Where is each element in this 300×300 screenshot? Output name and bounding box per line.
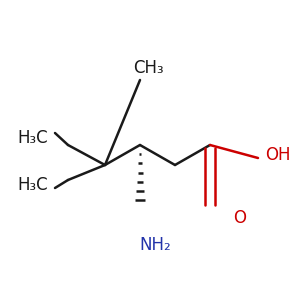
Text: NH₂: NH₂ <box>139 236 171 254</box>
Text: CH₃: CH₃ <box>133 59 163 77</box>
Text: H₃C: H₃C <box>17 129 48 147</box>
Text: H₃C: H₃C <box>17 176 48 194</box>
Text: O: O <box>233 209 247 227</box>
Text: OH: OH <box>265 146 290 164</box>
